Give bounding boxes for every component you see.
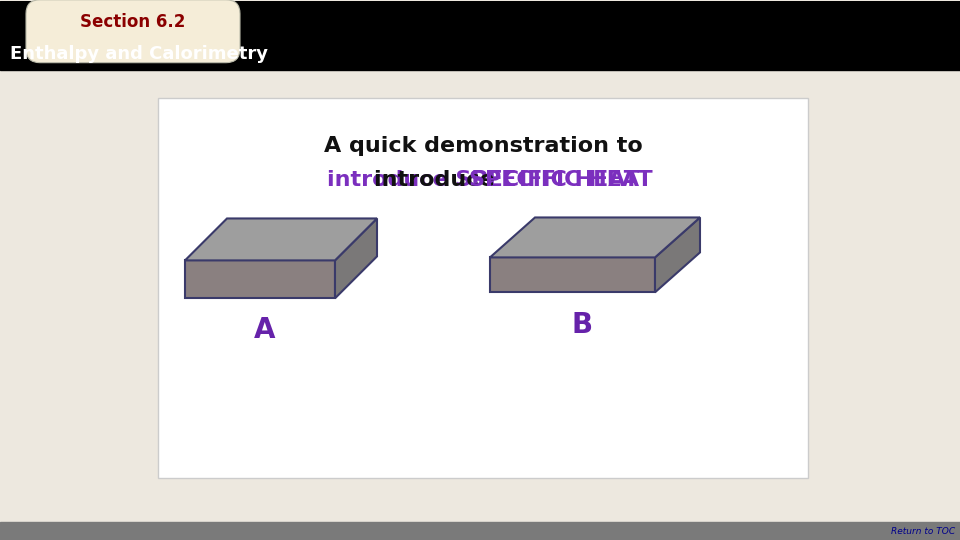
Polygon shape (185, 219, 377, 260)
Text: Return to TOC: Return to TOC (891, 526, 955, 536)
Text: B: B (571, 311, 592, 339)
Text: SPECIFIC HEAT: SPECIFIC HEAT (468, 170, 653, 190)
Polygon shape (655, 218, 700, 292)
Text: introduce: introduce (373, 170, 502, 190)
Text: A quick demonstration to: A quick demonstration to (324, 136, 642, 156)
Polygon shape (490, 218, 700, 258)
Text: A: A (254, 316, 276, 345)
Bar (158, 98, 808, 478)
FancyBboxPatch shape (26, 0, 240, 63)
Polygon shape (335, 219, 377, 298)
Bar (0, 38, 960, 70)
Polygon shape (185, 260, 335, 298)
Bar (0, 1, 960, 38)
Polygon shape (490, 258, 655, 292)
Bar (0, 522, 960, 540)
Text: introduce SPECIFIC HEAT: introduce SPECIFIC HEAT (327, 170, 639, 190)
Text: Section 6.2: Section 6.2 (81, 14, 185, 31)
Text: Enthalpy and Calorimetry: Enthalpy and Calorimetry (10, 45, 268, 63)
